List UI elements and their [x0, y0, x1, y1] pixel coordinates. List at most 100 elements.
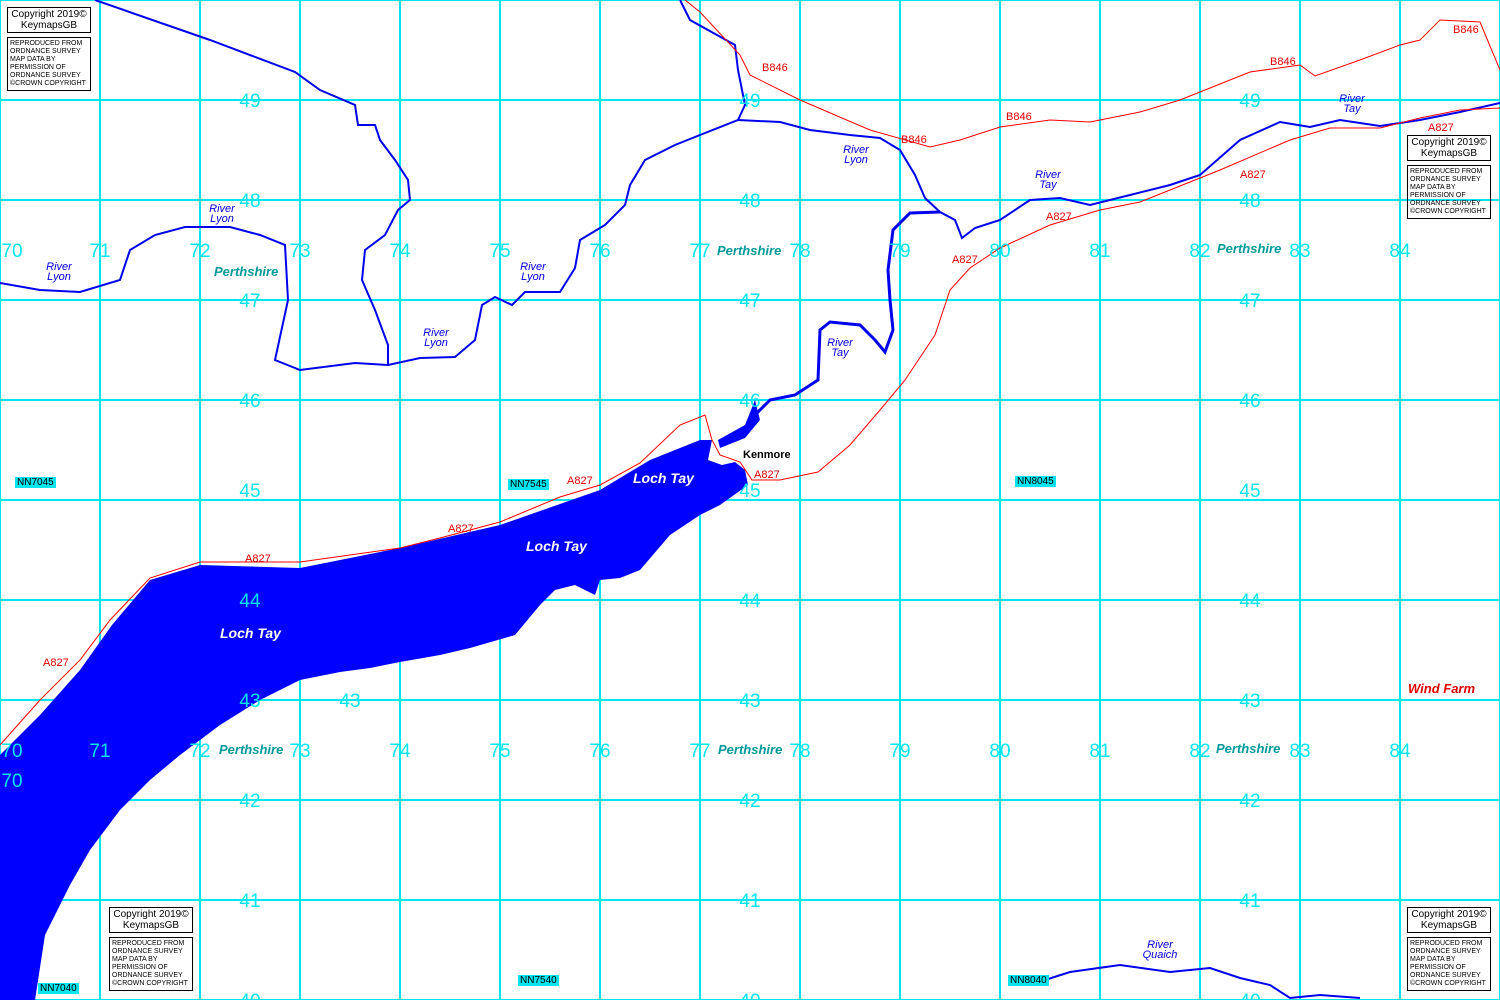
road-label: A827	[567, 475, 593, 487]
road-label: B846	[1006, 111, 1032, 123]
river-label: River	[1035, 169, 1062, 181]
os-notice-line: MAP DATA BY	[112, 956, 158, 963]
copyright-notice: Copyright 2019© KeymapsGB REPRODUCED FROM O…	[7, 7, 91, 91]
copyright-line: KeymapsGB	[1420, 920, 1478, 931]
copyright-box: Copyright 2019© KeymapsGB	[109, 907, 193, 933]
river-label: Lyon	[47, 271, 71, 283]
easting-label: 71	[89, 241, 110, 262]
copyright-box: Copyright 2019© KeymapsGB	[1407, 907, 1491, 933]
os-notice-line: ©CROWN COPYRIGHT	[1410, 208, 1486, 215]
northing-label: 44	[739, 591, 761, 612]
northing-label: 43	[1239, 691, 1260, 712]
easting-label: 77	[689, 741, 710, 762]
easting-label: 84	[1389, 741, 1411, 762]
county-label: Perthshire	[214, 264, 278, 279]
easting-label: 76	[589, 241, 610, 262]
northing-label: 44	[1239, 591, 1261, 612]
easting-label: 71	[89, 741, 110, 762]
northing-label: 42	[239, 791, 260, 812]
easting-label: 79	[889, 241, 910, 262]
county-label: Perthshire	[219, 742, 283, 757]
river-label: Tay	[831, 347, 850, 359]
os-notice-line: ORDNANCE SURVEY	[1410, 176, 1481, 183]
grid-labels: 70 70 71 71 72 72 73 73 74 74 75 75 76 76 77 77 78 78 79 79…	[1, 91, 1411, 1000]
os-notice-line: ©CROWN COPYRIGHT	[10, 80, 86, 87]
northing-label: 48	[739, 191, 760, 212]
copyright-line: Copyright 2019©	[1411, 909, 1487, 920]
northing-label: 41	[739, 891, 760, 912]
os-notice-line: ©CROWN COPYRIGHT	[112, 980, 188, 987]
northing-label: 48	[1239, 191, 1260, 212]
river-label: Lyon	[844, 154, 868, 166]
road-label: A827	[754, 469, 780, 481]
copyright-line: KeymapsGB	[20, 20, 78, 31]
northing-label: 43	[239, 691, 260, 712]
northing-label: 45	[739, 481, 760, 502]
os-notice-line: ORDNANCE SURVEY	[1410, 972, 1481, 979]
copyright-box: Copyright 2019© KeymapsGB	[1407, 135, 1491, 161]
river-label: River	[209, 203, 236, 215]
river-label: River	[520, 261, 547, 273]
river-label: Lyon	[210, 213, 234, 225]
copyright-line: Copyright 2019©	[113, 909, 189, 920]
os-notice-line: PERMISSION OF	[1410, 192, 1466, 199]
os-notice-line: ORDNANCE SURVEY	[112, 948, 183, 955]
os-notice-box: REPRODUCED FROM ORDNANCE SURVEY MAP DATA B…	[109, 937, 193, 991]
river-label: River	[1339, 93, 1366, 105]
road-label: B846	[1270, 56, 1296, 68]
easting-label: 72	[189, 741, 210, 762]
town-label-kenmore: Kenmore	[743, 449, 791, 461]
northing-label: 47	[239, 291, 260, 312]
northing-label: 43	[739, 691, 760, 712]
county-label: Perthshire	[717, 243, 781, 258]
road-label: A827	[952, 254, 978, 266]
easting-label: 83	[1289, 741, 1310, 762]
os-notice-box: REPRODUCED FROM ORDNANCE SURVEY MAP DATA B…	[1407, 937, 1491, 991]
os-notice-line: ORDNANCE SURVEY	[10, 48, 81, 55]
copyright-notice: Copyright 2019© KeymapsGB REPRODUCED FROM O…	[109, 907, 193, 991]
os-notice-line: PERMISSION OF	[1410, 964, 1466, 971]
northing-label: 40	[1239, 991, 1260, 1000]
os-notice-line: ©CROWN COPYRIGHT	[1410, 980, 1486, 987]
road-label: A827	[1046, 211, 1072, 223]
easting-label: 70	[1, 241, 22, 262]
road-label: A827	[1428, 122, 1454, 134]
copyright-box: Copyright 2019© KeymapsGB	[7, 7, 91, 33]
river-label: River	[1147, 939, 1174, 951]
easting-label: 82	[1189, 241, 1210, 262]
road-label: A827	[448, 523, 474, 535]
northing-label: 46	[739, 391, 760, 412]
river-label: Lyon	[424, 337, 448, 349]
road-label: A827	[1240, 169, 1266, 181]
wind-farm-label: Wind Farm	[1408, 681, 1475, 696]
grid-ref: NN7540	[518, 975, 559, 986]
grid-ref: NN8045	[1015, 476, 1056, 487]
easting-label: 73	[289, 741, 310, 762]
os-notice-line: ORDNANCE SURVEY	[112, 972, 183, 979]
easting-label: 84	[1389, 241, 1411, 262]
loch-label: Loch Tay	[633, 470, 695, 486]
easting-label: 74	[389, 741, 411, 762]
county-label: Perthshire	[1216, 741, 1280, 756]
river-label: River	[423, 327, 450, 339]
easting-label: 73	[289, 241, 310, 262]
road-label: B846	[901, 134, 927, 146]
copyright-line: KeymapsGB	[122, 920, 180, 931]
loch-label: Loch Tay	[526, 538, 588, 554]
river-label: Tay	[1039, 179, 1058, 191]
os-notice-box: REPRODUCED FROM ORDNANCE SURVEY MAP DATA B…	[1407, 165, 1491, 219]
river-label: Tay	[1343, 103, 1362, 115]
copyright-line: KeymapsGB	[1420, 148, 1478, 159]
county-label: Perthshire	[1217, 241, 1281, 256]
northing-label: 42	[739, 791, 760, 812]
os-notice-line: REPRODUCED FROM	[112, 940, 185, 947]
easting-label: 77	[689, 241, 710, 262]
northing-label: 44	[239, 591, 261, 612]
county-label: Perthshire	[718, 742, 782, 757]
os-notice-line: ORDNANCE SURVEY	[1410, 948, 1481, 955]
river-label: River	[827, 337, 854, 349]
